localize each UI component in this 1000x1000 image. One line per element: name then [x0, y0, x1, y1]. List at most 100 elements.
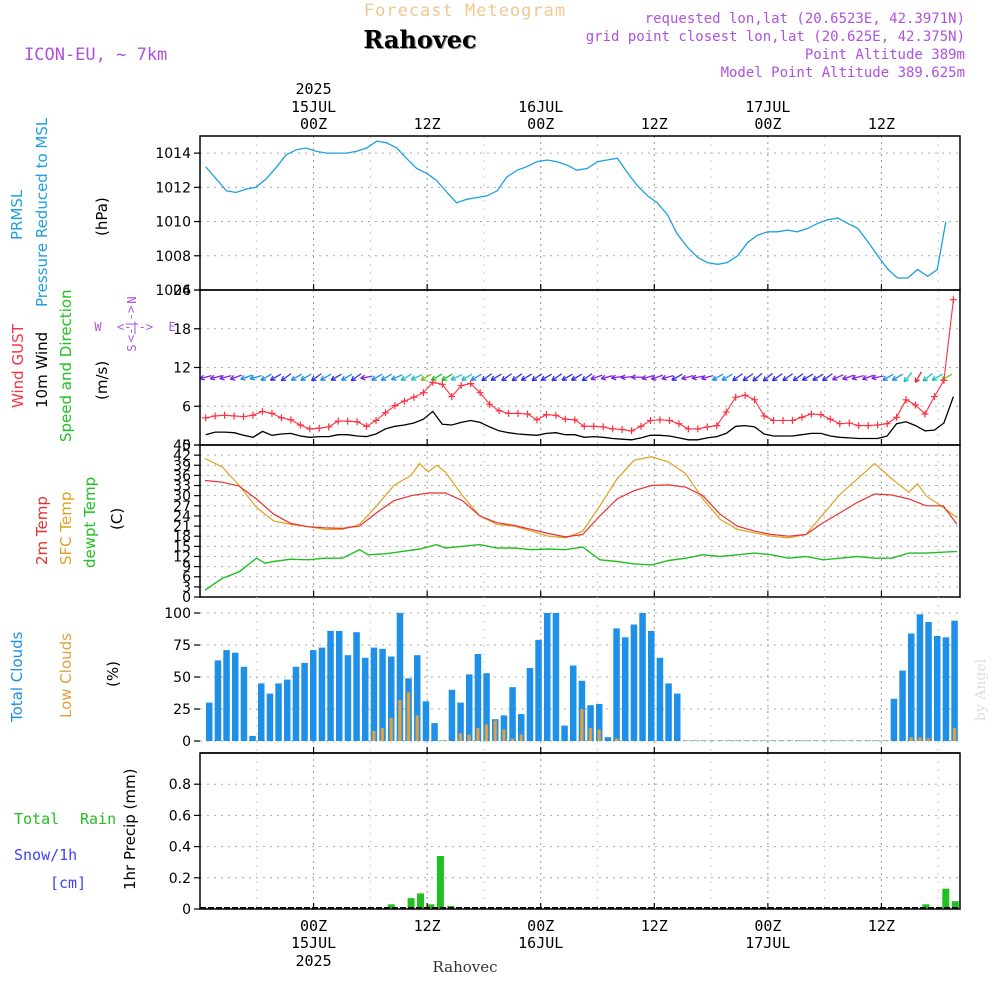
y-tick-label: 1008 [155, 249, 191, 265]
total-cloud-bar [804, 740, 811, 741]
precip-bar [942, 888, 950, 908]
total-cloud-bar [336, 630, 343, 741]
total-cloud-bar [353, 632, 360, 741]
wind-arrow [831, 374, 844, 381]
precip-bar [447, 905, 455, 908]
total-cloud-bar [344, 655, 352, 741]
total-cloud-bar [864, 740, 872, 741]
total-cloud-bar [656, 657, 664, 741]
prmsl-label: PRMSL [8, 189, 26, 240]
compass-legend: N S W E <-|-> <-|-> [94, 296, 175, 351]
wind-arrow [821, 373, 833, 382]
low-cloud-bar [415, 715, 419, 741]
wind-arrow [620, 374, 633, 381]
gust-markers [202, 296, 957, 435]
wind-arrow [470, 373, 482, 381]
ms-unit-label: (m/s) [93, 361, 111, 400]
y-tick-label: 50 [173, 670, 191, 686]
gust-marker [571, 416, 579, 424]
gust-marker [855, 422, 863, 430]
gust-marker [836, 420, 844, 428]
wind-arrow [481, 373, 493, 382]
total-cloud-bar [396, 613, 404, 741]
gust-marker [684, 425, 692, 433]
gust-marker [495, 407, 503, 415]
wind-arrow [209, 374, 223, 381]
wind-arrow [410, 374, 423, 381]
gust-marker [751, 396, 759, 404]
low-cloud-bar [918, 737, 922, 741]
wind-arrow [600, 374, 613, 381]
total-cloud-bar [414, 655, 421, 741]
wind-arrow [801, 373, 814, 381]
total-cloud-bar [544, 613, 551, 741]
total-cloud-bar [310, 650, 317, 741]
wind-arrow [300, 373, 312, 381]
wind-arrow [320, 373, 332, 381]
low-cloud-bar [476, 728, 480, 741]
wind-arrow [742, 373, 754, 382]
total-cloud-bar [908, 633, 915, 741]
gust-marker [760, 412, 768, 420]
wind-arrow [390, 374, 403, 381]
gust-marker [334, 417, 342, 425]
total-cloud-bar [674, 693, 681, 741]
pressure-frame [199, 135, 961, 291]
gust-marker [590, 422, 598, 430]
gust-marker [874, 421, 882, 429]
compass-vertical: <-|-> [124, 306, 138, 342]
gust-marker [722, 408, 730, 416]
total-cloud-bar [466, 674, 473, 741]
wind-arrow [871, 374, 884, 381]
gust-marker [713, 422, 721, 430]
y-tick-label: 75 [173, 638, 191, 654]
wind-arrow [851, 374, 864, 381]
bottom-time-label: 15JUL [291, 934, 336, 952]
gust-marker [400, 397, 408, 405]
total-cloud-bar [440, 740, 447, 741]
wind-arrow [651, 374, 663, 381]
total-cloud-bar [838, 740, 846, 741]
wind-arrow [461, 373, 473, 381]
y-tick-label: 18 [173, 322, 191, 338]
gust-marker [533, 416, 541, 424]
total-cloud-bar [388, 656, 395, 741]
gust-marker [788, 416, 796, 424]
total-cloud-bar [457, 702, 464, 741]
total-cloud-bar [483, 673, 490, 741]
y-tick-label: 12 [173, 549, 191, 565]
wind-arrow [561, 373, 573, 381]
low-cloud-bar [406, 692, 411, 741]
wind-arrow [280, 373, 292, 382]
wind-arrow [240, 374, 253, 381]
total-cloud-bar [266, 693, 274, 741]
y-tick-label: 42 [173, 448, 191, 464]
total-cloud-bar [500, 715, 508, 741]
top-time-label: 15JUL [291, 98, 336, 116]
temperature-frame [199, 444, 961, 598]
low-cloud-bar [614, 738, 619, 741]
total-cloud-bar [682, 740, 690, 741]
precip-bar [407, 898, 415, 908]
gust-marker [221, 411, 229, 419]
gust-marker [647, 416, 655, 424]
wind-arrow [711, 373, 724, 381]
wind-arrow [762, 372, 773, 382]
y-tick-label: 24 [173, 283, 191, 299]
y-tick-label: 39 [173, 458, 191, 474]
gust-marker [694, 425, 702, 433]
location-title: Rahovec [363, 25, 476, 54]
low-clouds-label: Low Clouds [57, 633, 75, 718]
total-cloud-bar [301, 662, 308, 741]
gust-marker [249, 411, 257, 419]
gust-marker [618, 426, 626, 433]
total-cloud-bar [639, 613, 646, 741]
wind-arrow [661, 374, 674, 381]
total-cloud-bar [700, 740, 707, 741]
low-cloud-bar [398, 700, 402, 741]
gust-marker [912, 401, 920, 409]
gust-marker [353, 418, 361, 426]
gust-marker [609, 425, 617, 433]
temp2m-series-line [204, 479, 958, 538]
model-altitude: Model Point Altitude 389.625m [721, 65, 965, 81]
